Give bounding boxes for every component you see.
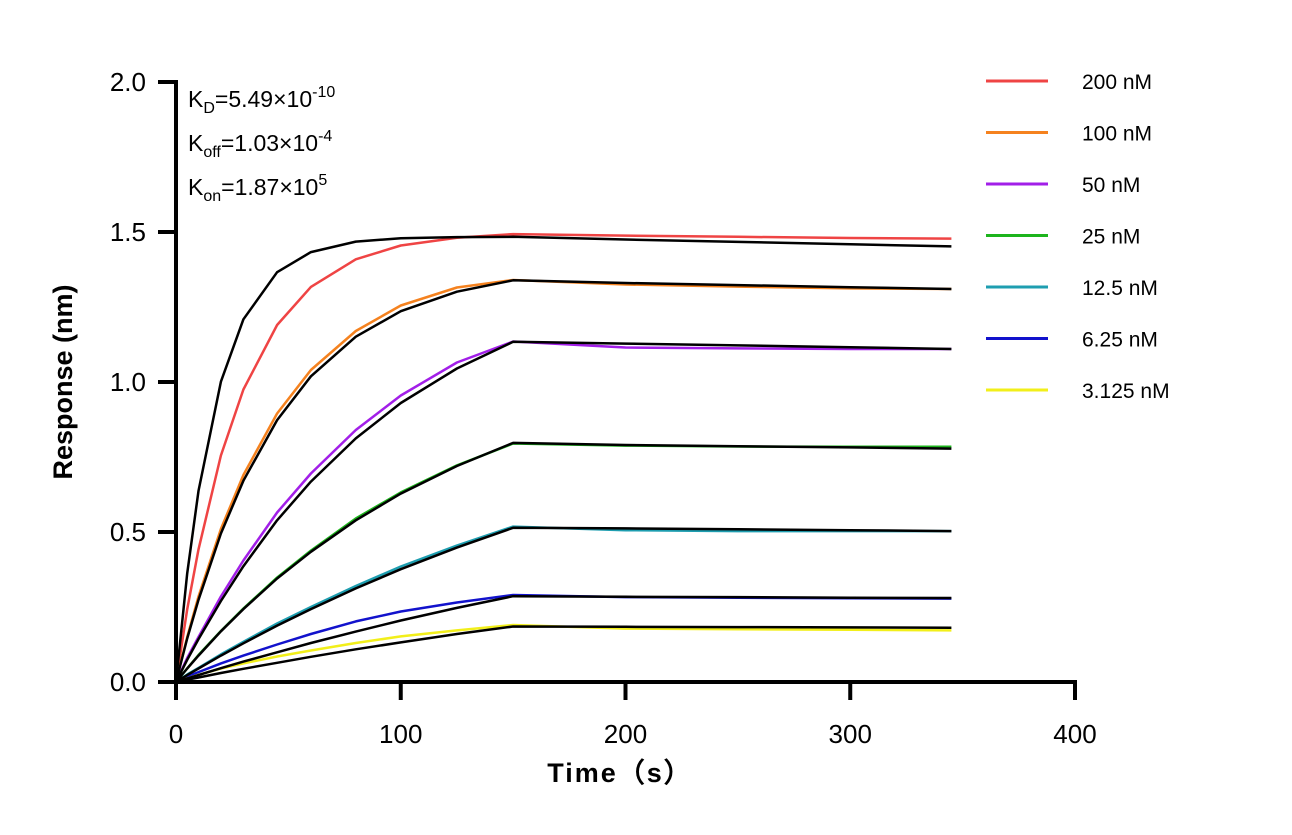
legend-label: 3.125 nM bbox=[1082, 380, 1170, 403]
fit-line-50-nM bbox=[174, 340, 952, 683]
fit-line-25-nM bbox=[175, 441, 952, 683]
series-line-25-nM bbox=[175, 442, 952, 683]
legend-label: 6.25 nM bbox=[1082, 329, 1158, 352]
legend-item: 50 nM bbox=[986, 174, 1140, 197]
legend-label: 100 nM bbox=[1082, 123, 1152, 146]
legend-label: 50 nM bbox=[1082, 174, 1140, 197]
fit-line-3_125-nM bbox=[175, 625, 952, 684]
kd-annotation: KD=5.49×10-10 bbox=[188, 84, 336, 117]
y-tick-label: 2.0 bbox=[110, 67, 146, 97]
legend-item: 3.125 nM bbox=[986, 380, 1170, 403]
fit-line-200-nM bbox=[174, 235, 952, 683]
legend: 200 nM 100 nM 50 nM 25 nM 12.5 nM 6.25 nM 3.12… bbox=[986, 71, 1170, 403]
fit-line-6_25-nM bbox=[175, 594, 952, 684]
y-tick-label: 0.0 bbox=[110, 667, 146, 697]
series-line-3_125-nM bbox=[175, 623, 952, 684]
kon-annotation: Kon=1.87×105 bbox=[188, 172, 328, 205]
legend-item: 6.25 nM bbox=[986, 329, 1158, 352]
series-line-50-nM bbox=[174, 340, 952, 683]
koff-annotation: Koff=1.03×10-4 bbox=[188, 128, 333, 161]
y-tick-label: 1.5 bbox=[110, 217, 146, 247]
series-line-6_25-nM bbox=[175, 593, 952, 684]
fit-line-12_5-nM bbox=[175, 526, 952, 684]
legend-item: 200 nM bbox=[986, 71, 1152, 94]
legend-item: 12.5 nM bbox=[986, 277, 1158, 300]
legend-label: 25 nM bbox=[1082, 226, 1140, 249]
ticks: 0 100 200 300 400 0.0 0.5 1.0 1.5 2.0 bbox=[110, 67, 1097, 749]
x-axis-title: Time（s） bbox=[547, 758, 693, 788]
x-tick-label: 200 bbox=[604, 719, 647, 749]
x-tick-label: 400 bbox=[1053, 719, 1096, 749]
x-tick-label: 100 bbox=[379, 719, 422, 749]
series-line-200-nM bbox=[174, 232, 952, 683]
series-layer bbox=[174, 232, 952, 684]
y-axis-title: Response (nm) bbox=[48, 284, 78, 479]
series-line-12_5-nM bbox=[175, 525, 952, 684]
series-line-100-nM bbox=[174, 278, 952, 683]
x-tick-label: 300 bbox=[829, 719, 872, 749]
legend-label: 200 nM bbox=[1082, 71, 1152, 94]
fit-line-100-nM bbox=[174, 279, 952, 683]
legend-item: 100 nM bbox=[986, 123, 1152, 146]
x-tick-label: 0 bbox=[169, 719, 183, 749]
y-tick-label: 1.0 bbox=[110, 367, 146, 397]
legend-item: 25 nM bbox=[986, 226, 1140, 249]
axes bbox=[174, 80, 1077, 684]
y-tick-label: 0.5 bbox=[110, 517, 146, 547]
legend-label: 12.5 nM bbox=[1082, 277, 1158, 300]
